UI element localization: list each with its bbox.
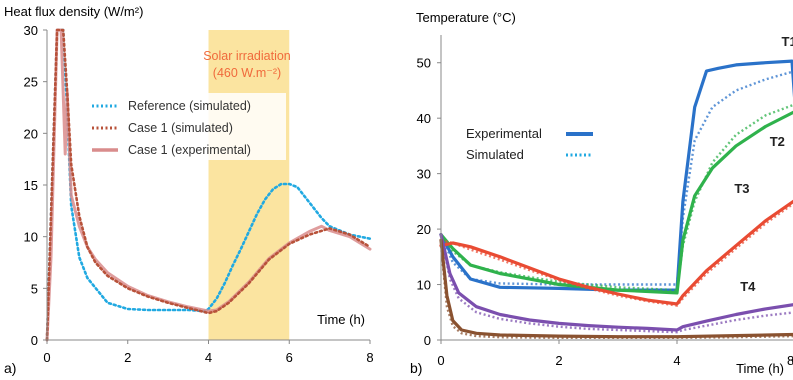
series-line-case1-simulated (45, 28, 372, 342)
panel-a-y-tick-label: 0 (31, 333, 38, 348)
curve-label-t4: T4 (740, 279, 756, 294)
panel-b-y-tick-label: 50 (417, 56, 431, 71)
series-line-t4-simulated (439, 234, 793, 334)
solar-irradiation-value: (460 W.m⁻²) (213, 66, 281, 80)
panel-b-y-axis-title: Temperature (°C) (416, 10, 516, 25)
panel-b-y-tick-label: 30 (417, 167, 431, 182)
panel-a-x-tick-label: 8 (366, 350, 373, 365)
panel-b-x-tick-label: 6 (791, 353, 793, 368)
panel-b-curve-labels: T1T2T3T4T5 (734, 34, 793, 294)
panel-a-y-tick-label: 25 (24, 75, 38, 90)
series-line-t4-experimental (439, 233, 793, 332)
series-line-t3-experimental (439, 199, 793, 306)
panel-b-legend: Experimental Simulated (466, 126, 593, 162)
panel-a-x-tick-label: 4 (205, 350, 212, 365)
panel-a-legend: Reference (simulated) Case 1 (simulated)… (84, 93, 286, 160)
panel-a-tick-labels: 0 2 4 6 8 0 5 10 15 20 25 30 (24, 23, 374, 365)
panel-b-axes (437, 35, 793, 344)
panel-b-y-tick-label: 20 (417, 222, 431, 237)
panel-b-x-tick-label: 2 (555, 353, 562, 368)
panel-b-x-tick-label: 0 (437, 353, 444, 368)
legend-label-case1-exp: Case 1 (experimental) (128, 143, 251, 157)
panel-a-y-tick-label: 20 (24, 126, 38, 141)
panel-a-axes (43, 29, 371, 344)
panel-a-y-tick-label: 30 (24, 23, 38, 38)
series-line-reference (45, 28, 372, 342)
panel-a-series-lines (45, 28, 372, 342)
panel-a-y-tick-label: 15 (24, 178, 38, 193)
panel-b-x-tick-label-partial: 8 (787, 353, 793, 368)
panel-a-x-tick-label: 2 (124, 350, 131, 365)
panel-b-chart: 0246801020304050 T1T2T3T4T5 Temperature … (410, 10, 793, 376)
solar-irradiation-label: Solar irradiation (203, 49, 291, 63)
legend-label-experimental: Experimental (466, 126, 542, 141)
panel-b-x-axis-title: Time (h) (736, 361, 784, 376)
series-line-t1-experimental (439, 59, 793, 292)
panel-b-series-lines (439, 59, 793, 339)
panel-a-x-tick-label: 0 (43, 350, 50, 365)
curve-label-t2: T2 (770, 134, 785, 149)
panel-a-y-tick-label: 10 (24, 230, 38, 245)
curve-label-t1: T1 (782, 34, 793, 49)
panel-a-x-axis-title: Time (h) (317, 312, 365, 327)
panel-b-y-tick-label: 10 (417, 278, 431, 293)
panel-a-x-tick-label: 6 (286, 350, 293, 365)
panel-b-y-tick-label: 40 (417, 111, 431, 126)
series-line-t5-experimental (439, 238, 793, 339)
curve-label-t3: T3 (734, 181, 749, 196)
panel-a-chart: 0 2 4 6 8 0 5 10 15 20 25 30 Heat flux density (W/m… (4, 4, 374, 376)
legend-label-simulated: Simulated (466, 147, 524, 162)
panel-a-label: a) (4, 360, 16, 376)
panel-b-label: b) (410, 360, 422, 376)
series-line-t2-experimental (439, 110, 793, 295)
panel-a-y-tick-label: 5 (31, 281, 38, 296)
series-line-t1-simulated (439, 70, 793, 286)
legend-label-reference: Reference (simulated) (128, 99, 251, 113)
panel-b-x-tick-label: 4 (673, 353, 680, 368)
legend-label-case1-sim: Case 1 (simulated) (128, 121, 233, 135)
panel-a-y-axis-title: Heat flux density (W/m²) (4, 4, 143, 19)
panel-b-y-tick-label: 0 (424, 333, 431, 348)
panel-b-tick-labels: 0 2 4 68 0 10 20 30 40 50 (417, 56, 793, 368)
